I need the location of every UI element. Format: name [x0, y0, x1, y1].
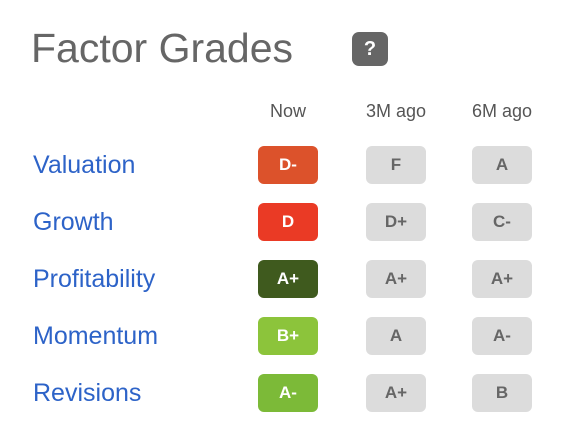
grade-badge: A: [366, 317, 426, 355]
grade-badge: A+: [472, 260, 532, 298]
grade-badge: B: [472, 374, 532, 412]
grade-badge: C-: [472, 203, 532, 241]
factor-link[interactable]: Growth: [33, 208, 114, 236]
grade-badge: A-: [472, 317, 532, 355]
grade-badge: A-: [258, 374, 318, 412]
title: Factor Grades: [31, 25, 294, 71]
grade-badge: A: [472, 146, 532, 184]
grade-badge: D: [258, 203, 318, 241]
grade-badge: A+: [366, 260, 426, 298]
grade-badge: D-: [258, 146, 318, 184]
grade-badge: F: [366, 146, 426, 184]
factor-link[interactable]: Valuation: [33, 151, 136, 179]
column-header: 3M ago: [365, 101, 427, 121]
column-header: Now: [269, 101, 306, 121]
factor-link[interactable]: Revisions: [33, 379, 142, 407]
help-button[interactable]: ?: [352, 32, 388, 66]
factor-link[interactable]: Momentum: [33, 322, 159, 350]
grade-badge: A+: [258, 260, 318, 298]
grade-badge: D+: [366, 203, 426, 241]
factor-link[interactable]: Profitability: [33, 265, 156, 293]
grade-badge: A+: [366, 374, 426, 412]
grade-badge: B+: [258, 317, 318, 355]
column-header: 6M ago: [471, 101, 533, 121]
